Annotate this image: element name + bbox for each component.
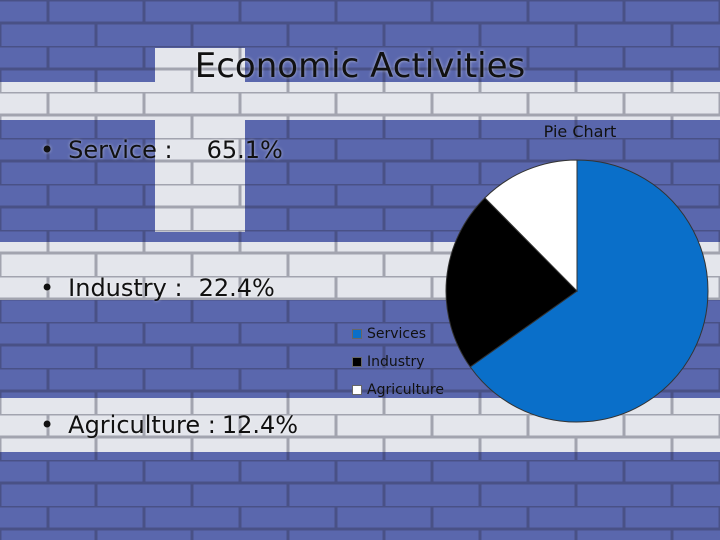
bullet-label: Service : bbox=[68, 136, 173, 164]
bullet-value: 22.4% bbox=[198, 274, 275, 302]
pie-slice-agriculture bbox=[484, 159, 578, 293]
slide-title: Economic Activities bbox=[194, 46, 526, 86]
legend-label: Agriculture bbox=[367, 382, 444, 398]
legend-label: Services bbox=[367, 326, 427, 342]
chart-title: Pie Chart bbox=[543, 122, 617, 141]
legend-item-industry: Industry bbox=[352, 348, 444, 376]
bullet-dot: • bbox=[40, 136, 55, 164]
legend-swatch bbox=[352, 357, 362, 367]
bullet-label: Agriculture : bbox=[68, 411, 216, 439]
bullet-dot: • bbox=[40, 274, 55, 302]
chart-legend: Services Industry Agriculture bbox=[352, 320, 444, 404]
bullet-dot: • bbox=[40, 411, 55, 439]
legend-item-agriculture: Agriculture bbox=[352, 376, 444, 404]
legend-swatch bbox=[352, 329, 362, 339]
legend-item-services: Services bbox=[352, 320, 444, 348]
legend-swatch bbox=[352, 385, 362, 395]
pie-slice-industry bbox=[445, 197, 578, 368]
legend-label: Industry bbox=[367, 354, 425, 370]
bullet-value: 65.1% bbox=[206, 136, 283, 164]
bullet-label: Industry : bbox=[68, 274, 183, 302]
bullet-value: 12.4% bbox=[221, 411, 299, 439]
bullet-service: • Service : 65.1% bbox=[40, 136, 283, 164]
pie-slice-services bbox=[469, 159, 709, 423]
bullet-agriculture: • Agriculture :12.4% bbox=[40, 411, 298, 439]
bullet-industry: • Industry : 22.4% bbox=[40, 274, 275, 302]
